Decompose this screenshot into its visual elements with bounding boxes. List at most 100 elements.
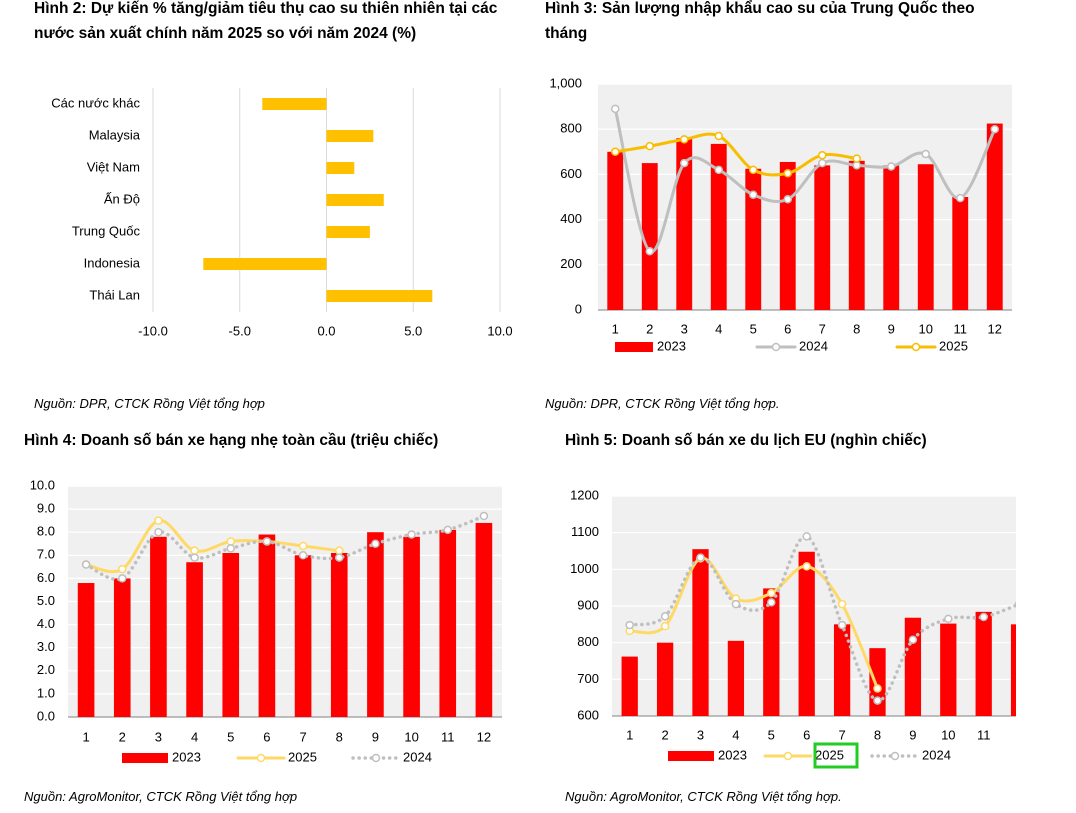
bar: [917, 164, 934, 310]
y-tick-label: Các nước khác: [51, 95, 140, 110]
y-tick-label: 0: [575, 301, 582, 316]
y-tick-label: 200: [560, 256, 582, 271]
line: [627, 534, 1016, 703]
bar: [952, 197, 969, 310]
plot-group: [607, 104, 1003, 310]
bar: [710, 143, 727, 310]
point: [979, 612, 988, 622]
bar: [883, 165, 900, 310]
x-tick-label: 11: [954, 321, 968, 336]
plot-area: [598, 84, 1012, 310]
bar: [439, 529, 457, 717]
point: [680, 158, 689, 168]
point: [852, 161, 861, 170]
x-tick-label: 1: [82, 729, 89, 744]
y-tick-label: 1200: [570, 487, 599, 502]
point: [645, 246, 654, 256]
x-tick-label: 7: [819, 321, 826, 336]
x-tick-label: 6: [784, 321, 791, 336]
y-tick-label: Ấn Độ: [104, 191, 140, 206]
line: [613, 107, 997, 254]
x-tick-label: -5.0: [229, 323, 251, 338]
source-note: Nguồn: DPR, CTCK Rồng Việt tổng hợp: [34, 396, 265, 411]
x-tick-label: 12: [988, 321, 1002, 336]
bar: [262, 98, 327, 110]
point: [731, 599, 741, 609]
x-tick-label: 3: [681, 321, 688, 336]
x-tick-label: 7: [299, 729, 306, 744]
point: [714, 165, 723, 175]
x-tick-label: 2: [119, 729, 126, 744]
x-tick-label: 4: [732, 727, 739, 742]
legend-label: 2025: [815, 747, 844, 762]
x-tick-label: 5: [227, 729, 234, 744]
y-tick-label: 1,000: [549, 75, 582, 90]
bar: [326, 130, 374, 142]
bar: [641, 163, 658, 310]
bar: [621, 656, 638, 716]
point: [802, 532, 811, 541]
x-tick-label: 10: [941, 727, 955, 742]
point: [837, 620, 847, 630]
point: [645, 141, 654, 151]
bar: [258, 534, 276, 717]
point: [118, 574, 127, 583]
point: [873, 684, 882, 693]
x-tick-label: 10.0: [487, 323, 512, 338]
point: [371, 539, 380, 548]
point: [837, 599, 847, 609]
bar: [367, 532, 384, 717]
x-tick-label: 12: [477, 729, 491, 744]
point: [660, 612, 670, 621]
legend-marker: [911, 342, 921, 352]
point: [887, 162, 896, 171]
point: [783, 195, 792, 204]
y-tick-label: 3.0: [37, 639, 55, 654]
point: [298, 551, 308, 560]
bar: [150, 536, 167, 717]
point: [335, 546, 344, 555]
y-tick-label: Indonesia: [84, 255, 141, 270]
bar: [113, 578, 131, 717]
x-tick-label: 10: [919, 321, 933, 336]
legend-label: 2023: [172, 749, 201, 764]
x-tick-label: 7: [838, 727, 845, 742]
point: [873, 696, 882, 705]
point: [767, 598, 776, 607]
point: [625, 620, 634, 630]
legend-label: 2023: [718, 747, 747, 762]
y-tick-label: 7.0: [37, 547, 55, 562]
source-note: Nguồn: AgroMonitor, CTCK Rồng Việt tổng …: [565, 789, 842, 804]
source-note: Nguồn: AgroMonitor, CTCK Rồng Việt tổng …: [24, 789, 298, 804]
point: [443, 525, 452, 535]
point: [154, 516, 163, 525]
point: [783, 169, 792, 178]
point: [767, 588, 776, 598]
legend-marker: [371, 753, 381, 763]
y-tick-label: 8.0: [37, 524, 55, 539]
source-note: Nguồn: DPR, CTCK Rồng Việt tổng hợp.: [545, 396, 780, 411]
point: [611, 104, 620, 114]
x-tick-label: 8: [874, 727, 881, 742]
point: [956, 193, 965, 203]
point: [226, 537, 235, 546]
highlight-box: [813, 742, 859, 769]
bar: [656, 642, 674, 716]
point: [696, 553, 705, 562]
point: [749, 190, 758, 199]
x-tick-label: 5: [768, 727, 775, 742]
point: [81, 560, 91, 569]
y-tick-label: 0.0: [37, 708, 55, 723]
x-tick-label: 4: [191, 729, 198, 744]
legend-marker: [771, 342, 781, 352]
bar: [692, 549, 709, 716]
legend-swatch: [668, 751, 714, 761]
y-tick-label: 5.0: [37, 593, 55, 608]
bar: [326, 194, 384, 206]
x-tick-label: 9: [888, 321, 895, 336]
legend-marker: [890, 751, 900, 761]
x-tick-label: 3: [155, 729, 162, 744]
point: [262, 537, 272, 546]
plot-group: [77, 511, 493, 717]
